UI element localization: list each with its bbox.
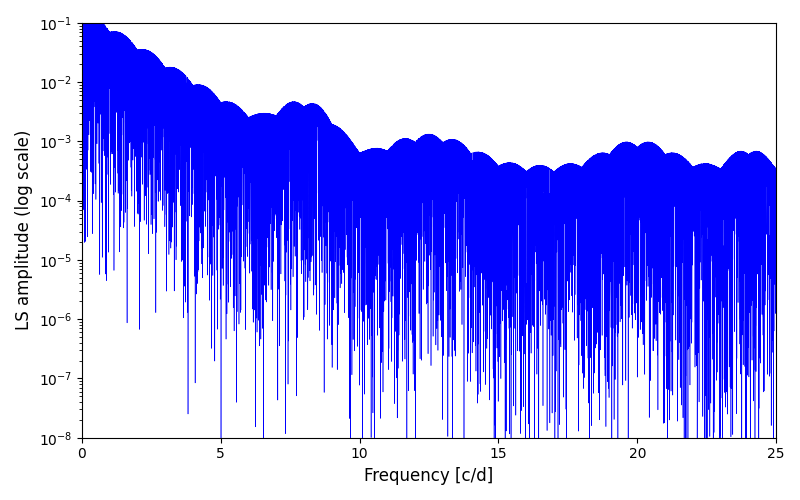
Y-axis label: LS amplitude (log scale): LS amplitude (log scale) bbox=[15, 130, 33, 330]
X-axis label: Frequency [c/d]: Frequency [c/d] bbox=[364, 467, 494, 485]
